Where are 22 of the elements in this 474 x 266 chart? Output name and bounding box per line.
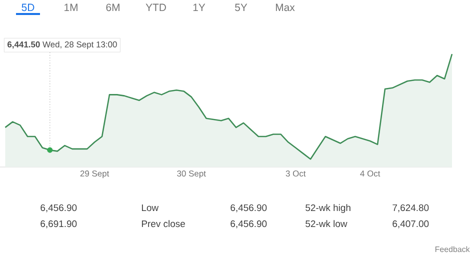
text: 5Y xyxy=(235,4,248,12)
text: 1M xyxy=(64,4,78,11)
text: 6,441.50 Wed, 28 Sept 13:00 xyxy=(8,41,117,50)
x-tick-label: 3 Oct xyxy=(286,170,306,177)
text: 7,624.80 xyxy=(392,204,429,212)
text: 6,456.90 xyxy=(40,204,77,212)
text: 5D xyxy=(22,4,34,12)
x-tick-label: 4 Oct xyxy=(360,170,380,177)
text: 1Y xyxy=(193,4,206,11)
x-tick-label: 30 Sept xyxy=(177,170,206,178)
text: YTD xyxy=(146,4,166,11)
text: 6,691.90 xyxy=(40,220,77,228)
text: Prev close xyxy=(142,220,185,228)
text: 6,456.90 xyxy=(230,204,267,212)
text: 52-wk high xyxy=(306,204,350,213)
text: 52-wk low xyxy=(306,220,348,228)
text: Max xyxy=(276,4,295,12)
text: 6M xyxy=(106,4,120,12)
text: Low xyxy=(142,204,159,212)
x-tick-label: 29 Sept xyxy=(80,170,110,178)
text: 6,456.90 xyxy=(230,220,267,228)
text: 6,407.00 xyxy=(392,220,429,228)
